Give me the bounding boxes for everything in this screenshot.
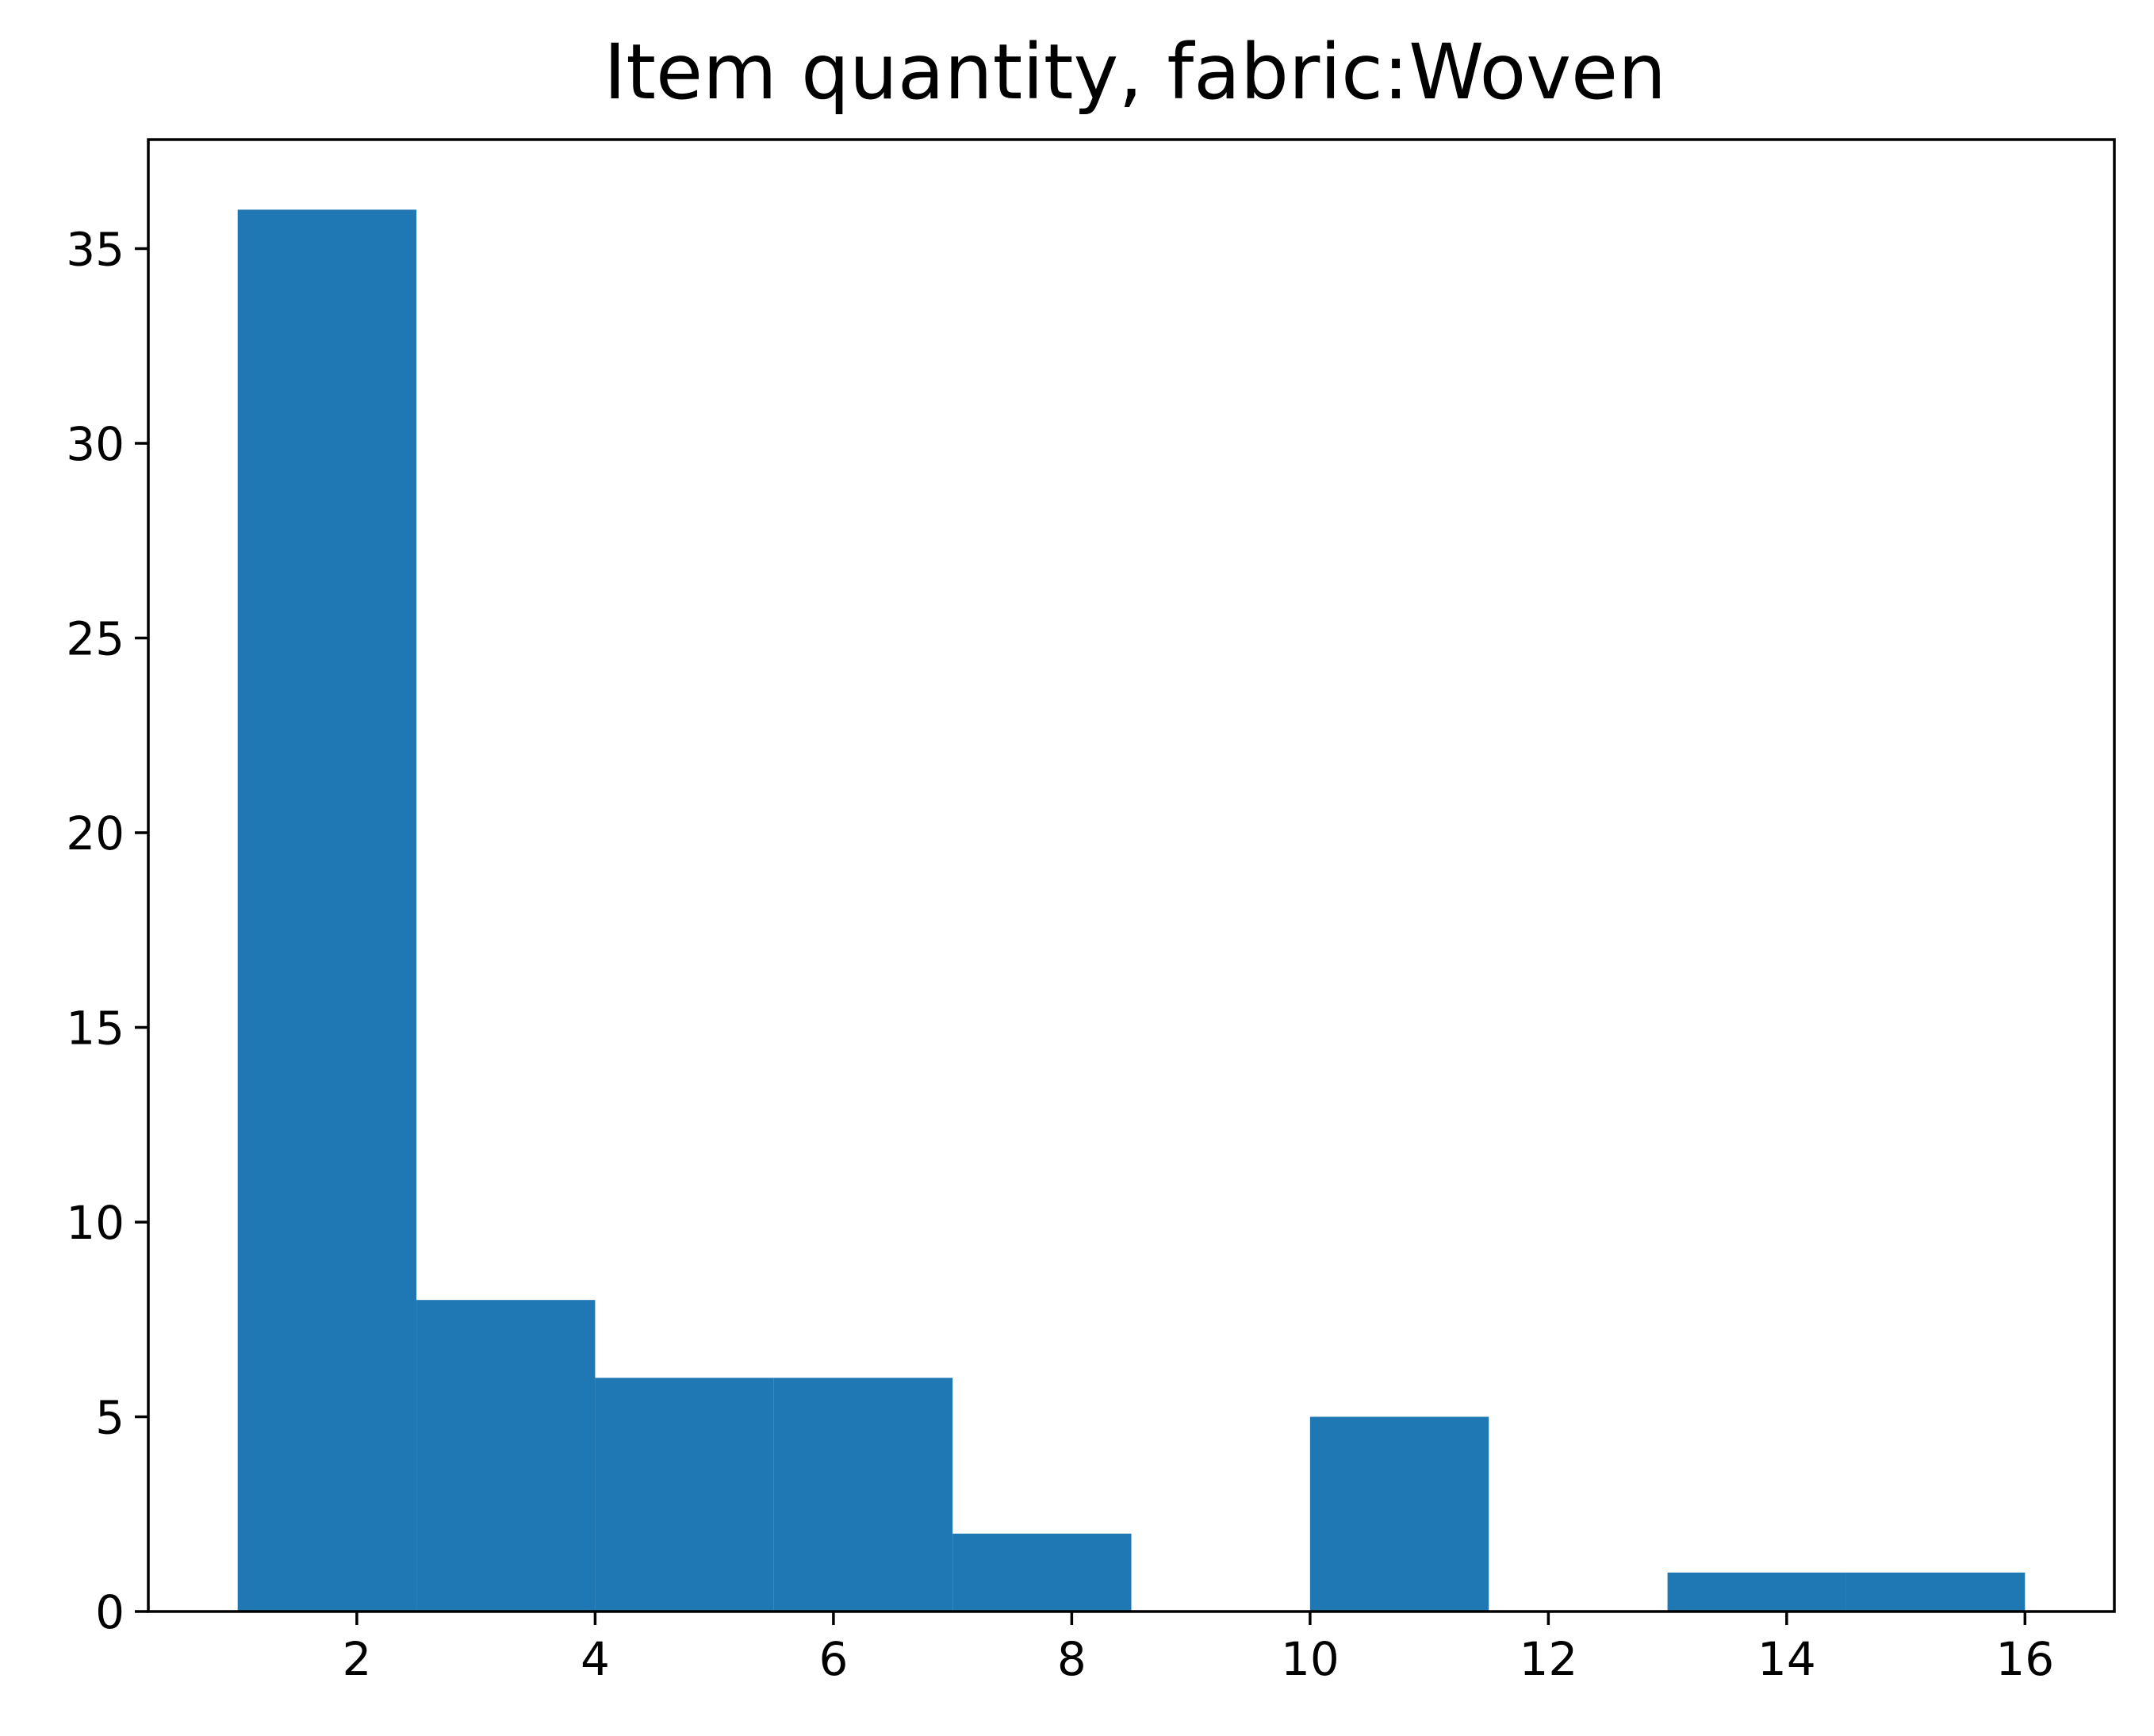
histogram-bar-0 <box>237 209 417 1611</box>
y-tick-label: 10 <box>66 1196 125 1250</box>
histogram-bar-3 <box>773 1378 953 1611</box>
x-tick-label: 4 <box>581 1632 610 1686</box>
chart-title: Item quantity, fabric:Woven <box>604 28 1666 117</box>
histogram-bar-4 <box>952 1533 1132 1611</box>
histogram-bar-2 <box>595 1378 774 1611</box>
y-tick-label: 30 <box>66 417 125 471</box>
y-tick-label: 15 <box>66 1001 125 1055</box>
x-tick-label: 12 <box>1519 1632 1577 1686</box>
y-tick-label: 20 <box>66 807 125 860</box>
x-tick-label: 10 <box>1281 1632 1340 1686</box>
y-tick-label: 35 <box>66 222 125 276</box>
histogram-bar-9 <box>1845 1572 2026 1611</box>
plot-frame <box>147 138 2116 1613</box>
x-tick-label: 16 <box>1995 1632 2054 1686</box>
x-tick-label: 14 <box>1757 1632 1816 1686</box>
y-tick-label: 0 <box>95 1585 125 1639</box>
x-axis-ticks: 2 4 6 8 10 12 14 16 <box>342 1611 2054 1686</box>
y-tick-label: 5 <box>95 1390 125 1444</box>
x-tick-label: 6 <box>818 1632 848 1686</box>
bars-group <box>237 209 2026 1611</box>
x-tick-label: 2 <box>342 1632 371 1686</box>
histogram-bar-8 <box>1667 1572 1846 1611</box>
y-axis-ticks: 0 5 10 15 20 25 30 35 <box>66 222 148 1639</box>
y-tick-label: 25 <box>66 611 125 665</box>
histogram-bar-1 <box>416 1300 596 1611</box>
x-tick-label: 8 <box>1057 1632 1087 1686</box>
histogram-bar-6 <box>1309 1416 1489 1611</box>
